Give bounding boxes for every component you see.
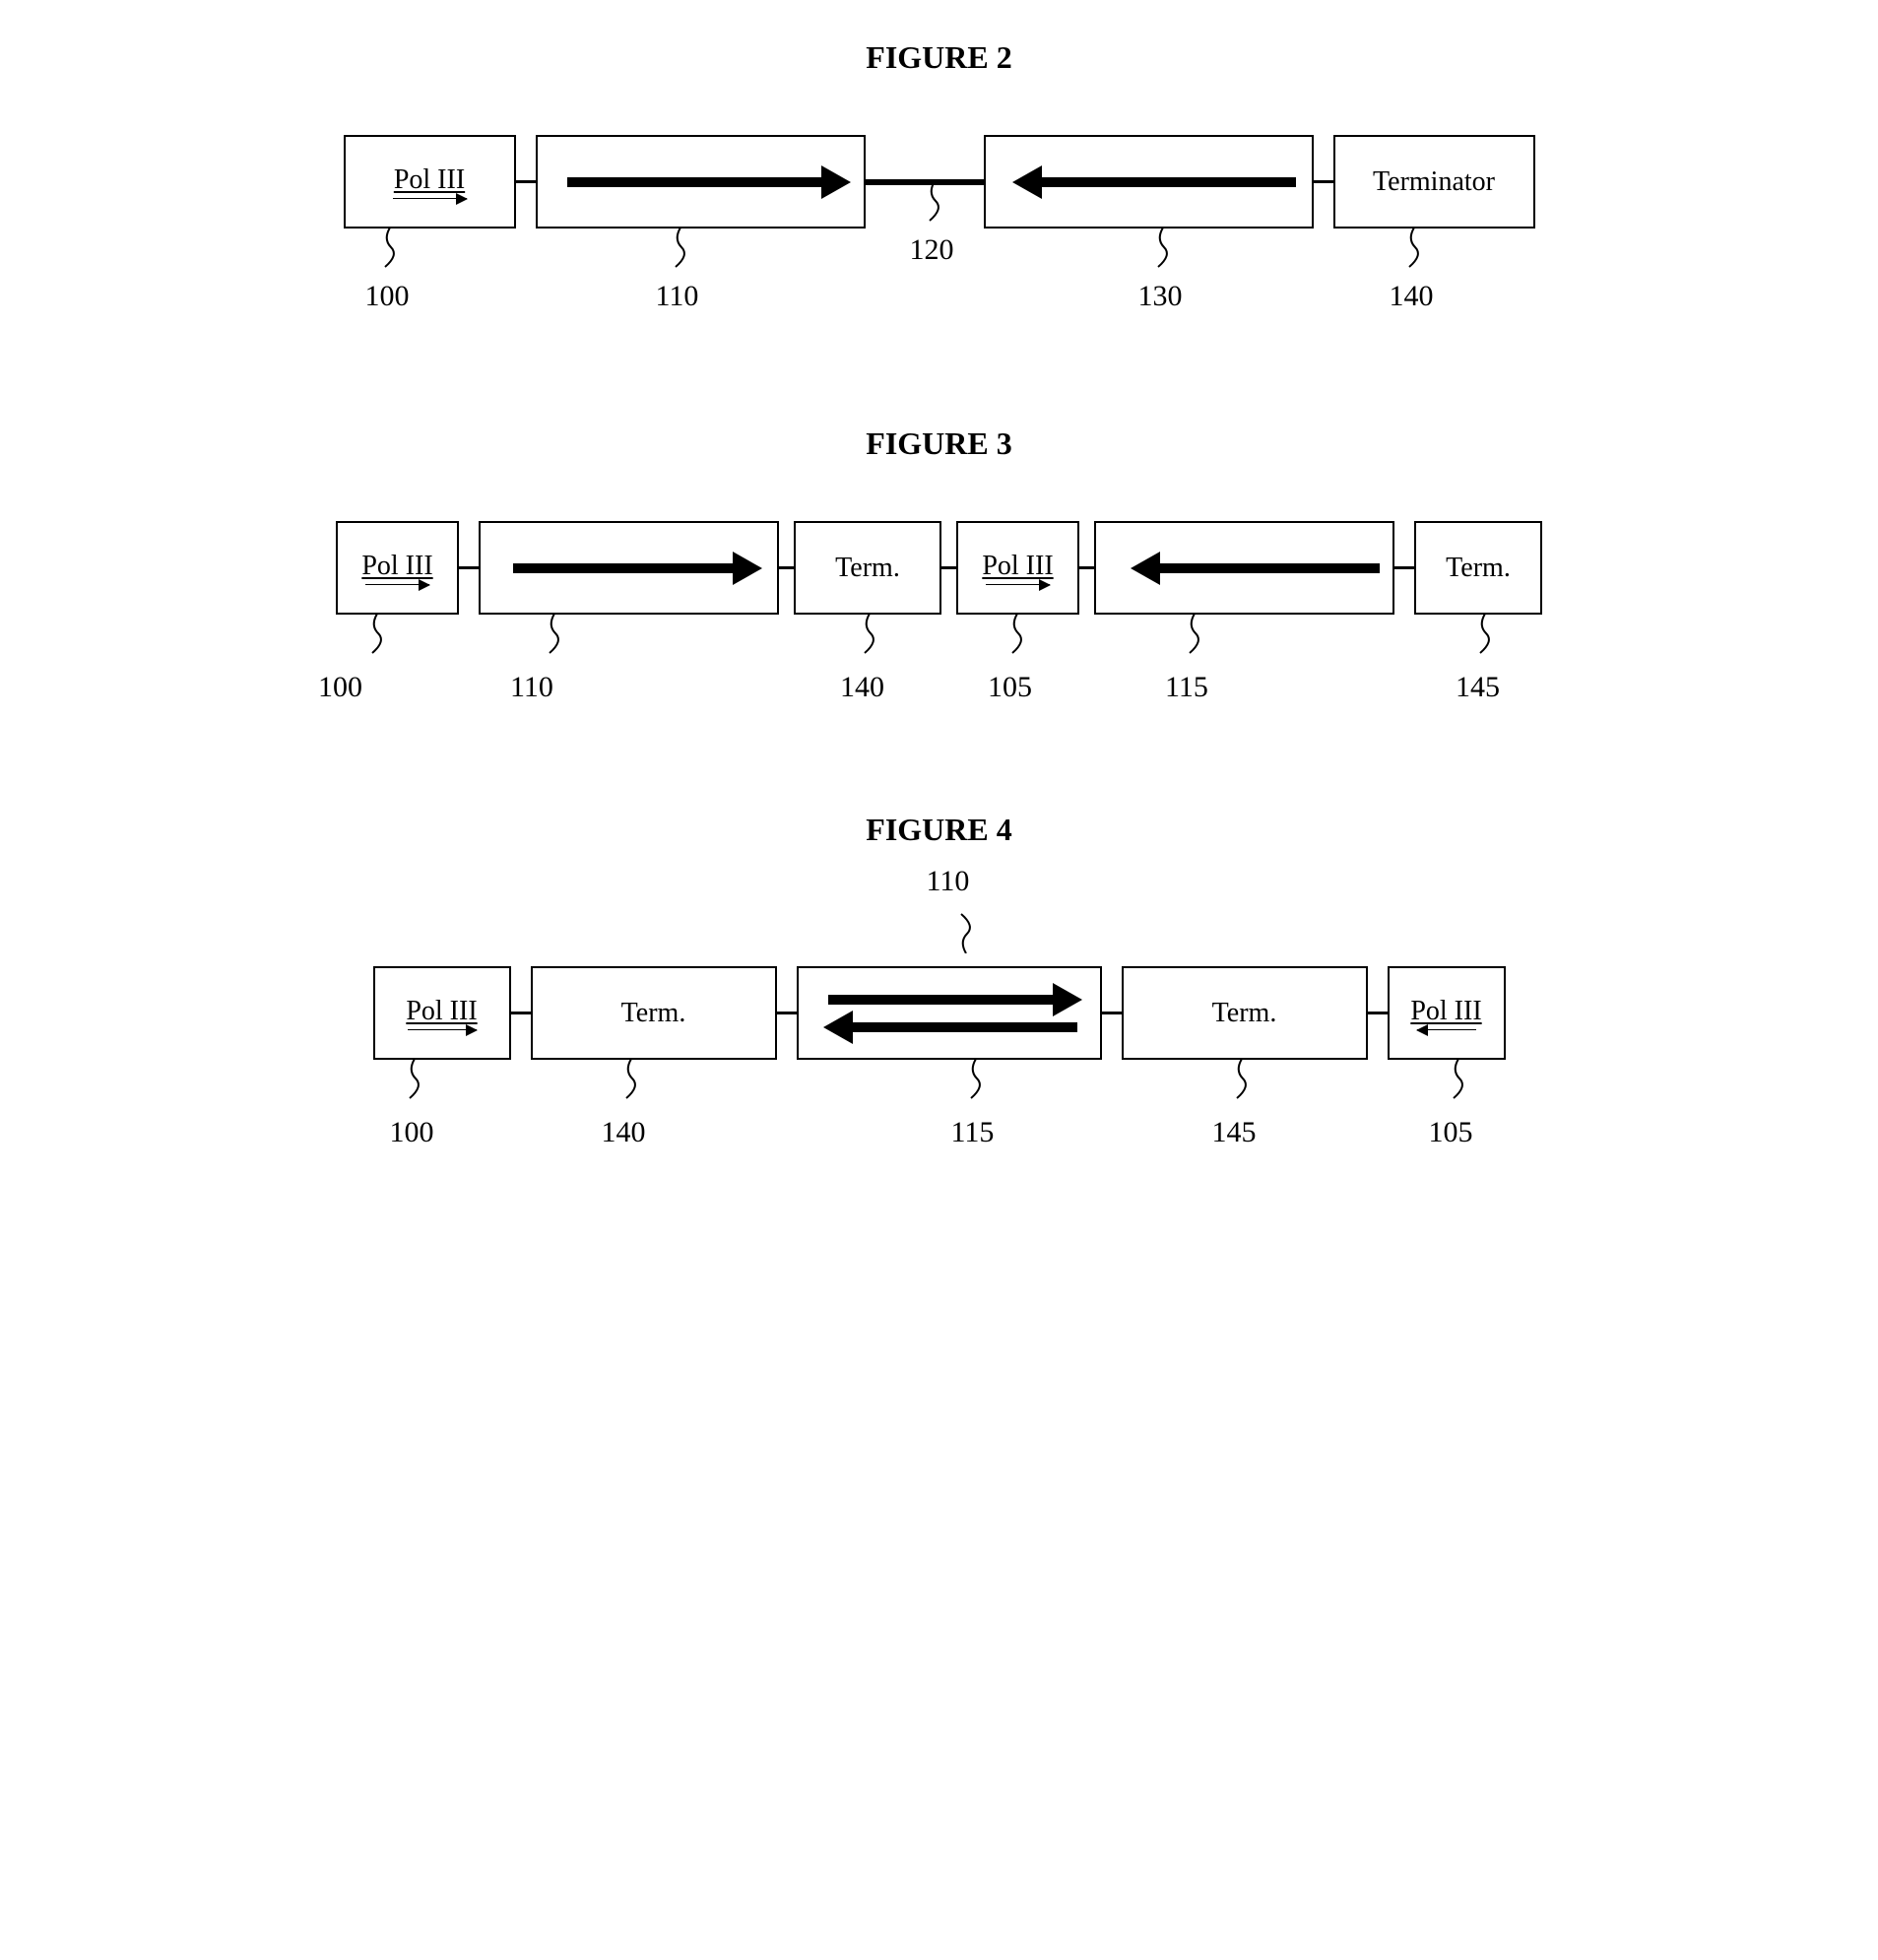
- figure-2-title: FIGURE 2: [59, 39, 1819, 76]
- connector: [516, 180, 536, 183]
- squiggle-icon: [400, 1059, 429, 1108]
- thick-arrow-right-icon: [513, 563, 735, 573]
- fig4-ref-115: 115: [951, 1116, 995, 1149]
- fig4-box-pol3-1: Pol III 100: [373, 966, 511, 1060]
- connector: [1394, 566, 1414, 569]
- thick-arrow-left-icon: [1158, 563, 1380, 573]
- connector: [1368, 1012, 1388, 1014]
- squiggle-icon: [616, 1059, 646, 1108]
- fig2-box4-label: Terminator: [1373, 166, 1495, 198]
- fig3-box-term-1: Term. 140: [794, 521, 941, 615]
- figure-3: FIGURE 3 Pol III 100 110 Term. 140: [59, 425, 1819, 615]
- squiggle-icon: [1003, 614, 1032, 663]
- connector: [511, 1012, 531, 1014]
- fig2-ref-140: 140: [1390, 280, 1434, 313]
- fig4-box-term-1: Term. 140: [531, 966, 777, 1060]
- connector: [1102, 1012, 1122, 1014]
- squiggle-icon: [951, 904, 981, 953]
- fig3-box-term-2: Term. 145: [1414, 521, 1542, 615]
- fig2-box-pol3: Pol III 100: [344, 135, 516, 229]
- squiggle-icon: [375, 228, 405, 277]
- fig3-b4-label: Pol III: [982, 551, 1053, 582]
- squiggle-icon: [1470, 614, 1500, 663]
- fig2-ref-110: 110: [656, 280, 699, 313]
- fig4-box-term-2: Term. 145: [1122, 966, 1368, 1060]
- connector: [459, 566, 479, 569]
- squiggle-icon: [855, 614, 884, 663]
- fig3-ref-115: 115: [1165, 671, 1208, 704]
- connector: [777, 1012, 797, 1014]
- figure-3-row: Pol III 100 110 Term. 140 Pol III: [336, 521, 1542, 615]
- fig3-box-sense: 110: [479, 521, 779, 615]
- fig3-ref-105: 105: [988, 671, 1032, 704]
- figure-4-title: FIGURE 4: [59, 812, 1819, 848]
- fig4-b2-label: Term.: [621, 998, 686, 1029]
- fig3-b3-label: Term.: [835, 553, 900, 584]
- fig4-ref-140: 140: [602, 1116, 646, 1149]
- fig4-ref-100: 100: [390, 1116, 434, 1149]
- fig4-ref-145: 145: [1212, 1116, 1257, 1149]
- figure-4-row: Pol III 100 Term. 140 110: [373, 966, 1506, 1060]
- connector: [1079, 566, 1094, 569]
- squiggle-icon: [1180, 614, 1209, 663]
- connector: [779, 566, 794, 569]
- figure-2: FIGURE 2 Pol III 100 110 120: [59, 39, 1819, 229]
- fig4-box-pol3-2: Pol III 105: [1388, 966, 1506, 1060]
- small-arrow-right-icon: [393, 198, 467, 200]
- fig2-box-antisense: 130: [984, 135, 1314, 229]
- squiggle-icon: [961, 1059, 991, 1108]
- squiggle-icon: [920, 181, 949, 230]
- fig3-box-pol3-1: Pol III 100: [336, 521, 459, 615]
- squiggle-icon: [666, 228, 695, 277]
- fig2-box-terminator: Terminator 140: [1333, 135, 1535, 229]
- fig3-box-pol3-2: Pol III 105: [956, 521, 1079, 615]
- fig4-box-bidirectional: 110 115: [797, 966, 1102, 1060]
- squiggle-icon: [1227, 1059, 1257, 1108]
- small-arrow-right-icon: [408, 1029, 477, 1031]
- fig3-b6-label: Term.: [1446, 553, 1511, 584]
- figure-2-row: Pol III 100 110 120: [344, 135, 1535, 229]
- connector: [941, 566, 956, 569]
- small-arrow-right-icon: [986, 584, 1050, 586]
- fig2-ref-100: 100: [365, 280, 410, 313]
- fig2-ref-130: 130: [1138, 280, 1183, 313]
- fig3-b1-label: Pol III: [361, 551, 432, 582]
- thick-arrow-right-icon: [828, 995, 1055, 1005]
- connector: [1314, 180, 1333, 183]
- fig2-box1-label: Pol III: [394, 164, 465, 196]
- fig4-b1-label: Pol III: [406, 996, 477, 1027]
- fig2-box-sense: 110: [536, 135, 866, 229]
- fig3-ref-140: 140: [840, 671, 884, 704]
- fig3-box-antisense: 115: [1094, 521, 1394, 615]
- fig3-ref-145: 145: [1456, 671, 1500, 704]
- fig4-ref-105: 105: [1429, 1116, 1473, 1149]
- loop-connector: 120: [866, 179, 984, 185]
- fig3-ref-100: 100: [318, 671, 362, 704]
- squiggle-icon: [362, 614, 392, 663]
- fig4-b4-label: Term.: [1212, 998, 1277, 1029]
- thick-arrow-left-icon: [851, 1022, 1077, 1032]
- fig2-ref-120: 120: [910, 233, 954, 267]
- fig3-ref-110: 110: [510, 671, 553, 704]
- fig4-ref-110: 110: [927, 865, 970, 898]
- squiggle-icon: [1444, 1059, 1473, 1108]
- squiggle-icon: [1148, 228, 1178, 277]
- small-arrow-left-icon: [1417, 1029, 1476, 1031]
- thick-arrow-left-icon: [1040, 177, 1296, 187]
- fig4-b5-label: Pol III: [1410, 996, 1481, 1027]
- squiggle-icon: [1399, 228, 1429, 277]
- small-arrow-right-icon: [365, 584, 429, 586]
- figure-4: FIGURE 4 Pol III 100 Term. 140 110: [59, 812, 1819, 1060]
- squiggle-icon: [540, 614, 569, 663]
- figure-3-title: FIGURE 3: [59, 425, 1819, 462]
- thick-arrow-right-icon: [567, 177, 823, 187]
